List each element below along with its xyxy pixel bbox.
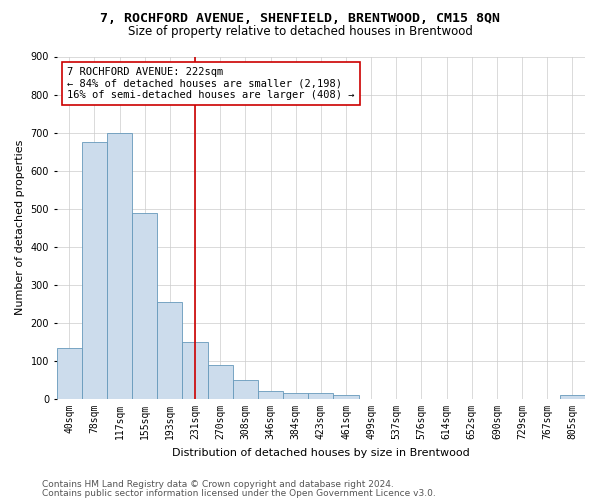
- Bar: [56, 348, 82, 399]
- Text: Size of property relative to detached houses in Brentwood: Size of property relative to detached ho…: [128, 25, 472, 38]
- Text: 7 ROCHFORD AVENUE: 222sqm
← 84% of detached houses are smaller (2,198)
16% of se: 7 ROCHFORD AVENUE: 222sqm ← 84% of detac…: [67, 67, 355, 100]
- Bar: [283, 392, 308, 399]
- Bar: [334, 395, 359, 399]
- Text: Contains public sector information licensed under the Open Government Licence v3: Contains public sector information licen…: [42, 488, 436, 498]
- Bar: [258, 390, 283, 399]
- Y-axis label: Number of detached properties: Number of detached properties: [15, 140, 25, 316]
- Bar: [132, 212, 157, 399]
- Text: 7, ROCHFORD AVENUE, SHENFIELD, BRENTWOOD, CM15 8QN: 7, ROCHFORD AVENUE, SHENFIELD, BRENTWOOD…: [100, 12, 500, 26]
- Bar: [233, 380, 258, 399]
- X-axis label: Distribution of detached houses by size in Brentwood: Distribution of detached houses by size …: [172, 448, 470, 458]
- Bar: [560, 395, 585, 399]
- Bar: [82, 142, 107, 399]
- Bar: [107, 132, 132, 399]
- Bar: [182, 342, 208, 399]
- Bar: [308, 392, 334, 399]
- Bar: [157, 302, 182, 399]
- Text: Contains HM Land Registry data © Crown copyright and database right 2024.: Contains HM Land Registry data © Crown c…: [42, 480, 394, 489]
- Bar: [208, 365, 233, 399]
